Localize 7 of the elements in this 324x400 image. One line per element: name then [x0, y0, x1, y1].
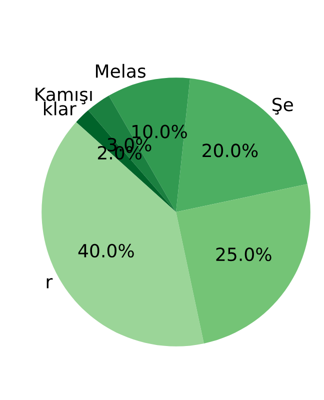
slice-label: Melas — [96, 64, 146, 78]
data-label: 40.0% — [78, 244, 134, 258]
data-label: 10.0% — [132, 124, 187, 138]
slice-label: r — [46, 278, 53, 288]
data-label: 20.0% — [202, 144, 258, 158]
slice-label: Şe — [272, 98, 293, 115]
data-label: 25.0% — [216, 248, 272, 262]
